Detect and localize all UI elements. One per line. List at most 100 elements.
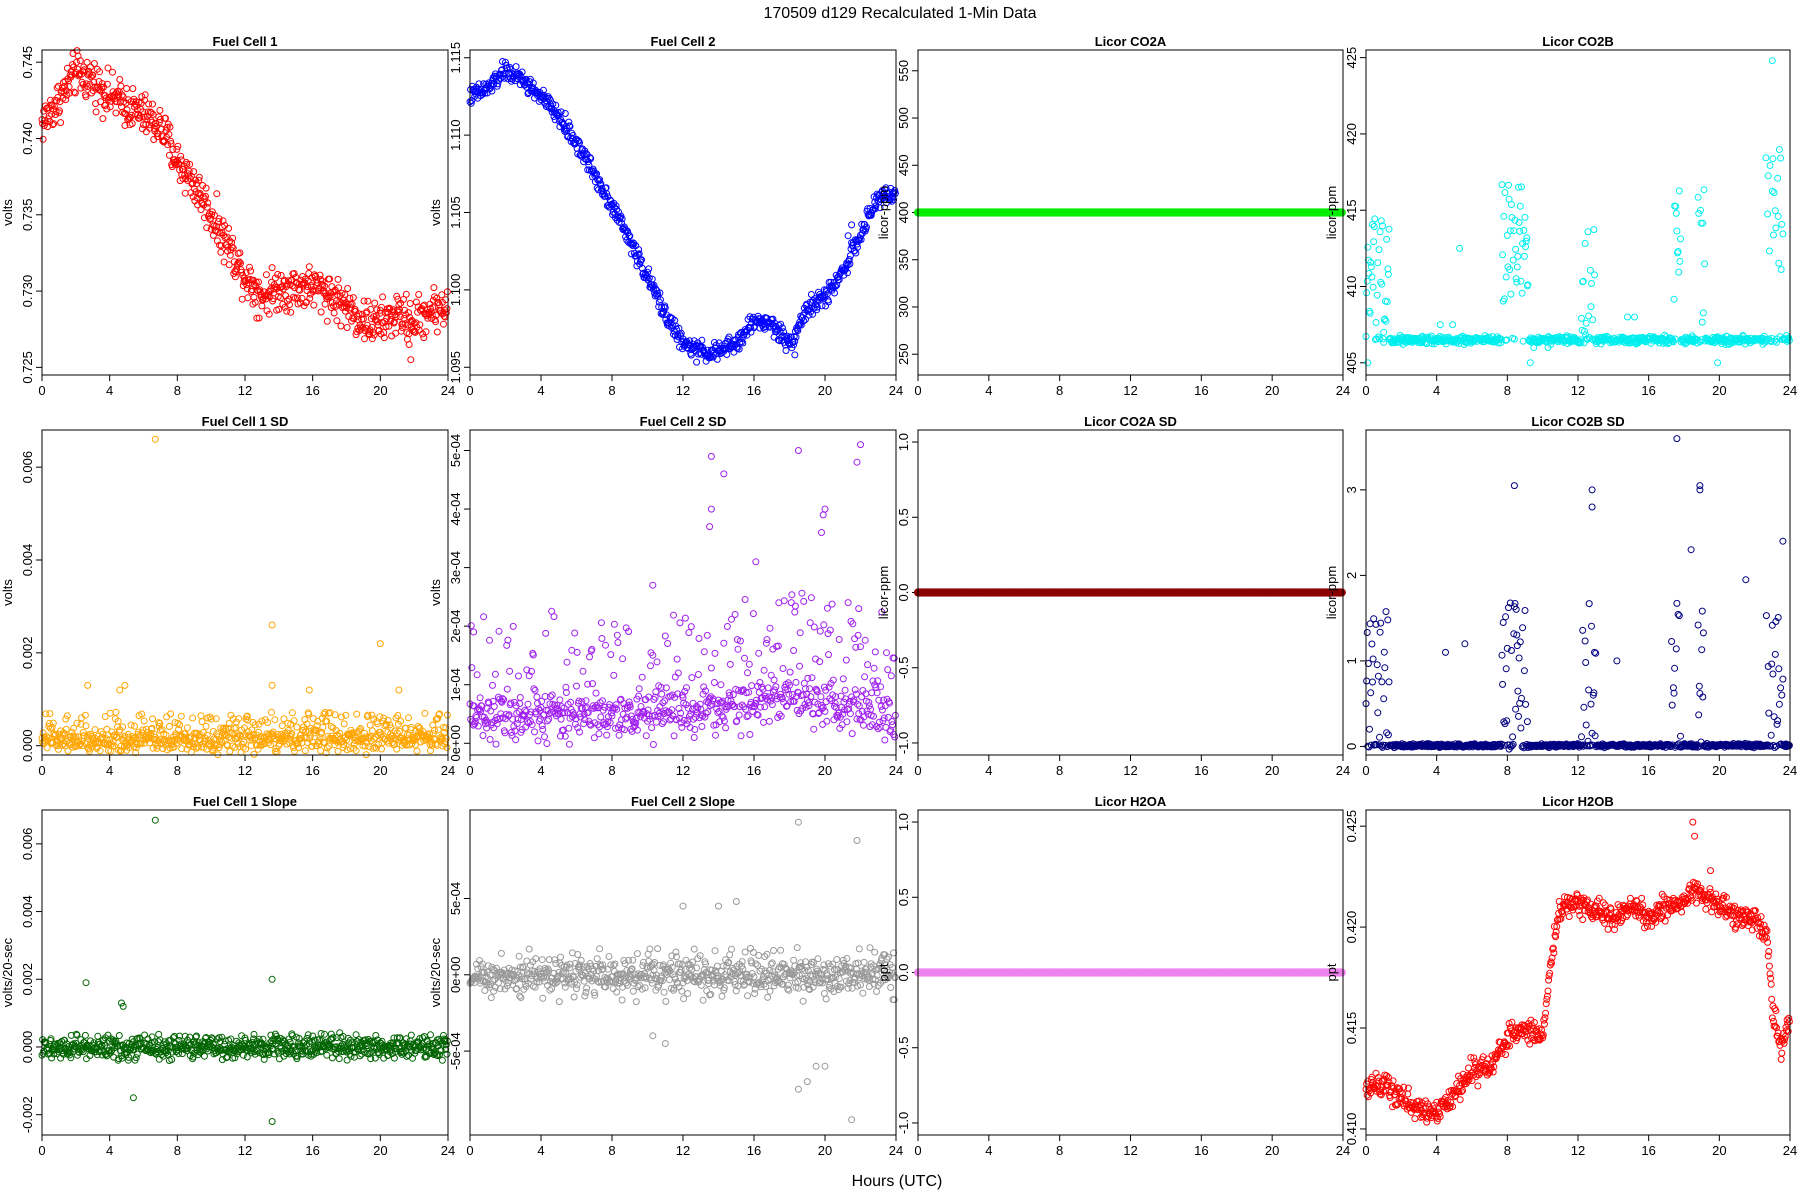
data-point bbox=[197, 712, 205, 720]
data-point bbox=[1370, 615, 1378, 623]
data-point bbox=[511, 77, 519, 85]
data-point bbox=[725, 333, 733, 341]
data-point bbox=[85, 67, 93, 75]
data-point bbox=[518, 68, 526, 76]
data-point bbox=[842, 656, 850, 664]
data-point bbox=[749, 610, 757, 618]
data-point bbox=[195, 176, 203, 184]
data-point bbox=[690, 337, 698, 345]
data-point bbox=[1672, 209, 1680, 217]
data-point bbox=[215, 215, 223, 223]
x-tick-label: 4 bbox=[106, 383, 113, 398]
data-point bbox=[706, 523, 714, 531]
data-point bbox=[42, 119, 50, 127]
data-points bbox=[38, 47, 451, 364]
data-point bbox=[91, 726, 99, 734]
data-point bbox=[673, 655, 681, 663]
y-tick-label: 1.115 bbox=[448, 42, 463, 74]
data-point bbox=[326, 275, 334, 283]
data-point bbox=[89, 71, 97, 79]
data-point bbox=[486, 636, 493, 644]
x-tick-label: 24 bbox=[441, 383, 455, 398]
data-point bbox=[1368, 640, 1376, 648]
data-point bbox=[92, 108, 100, 116]
data-point bbox=[634, 250, 642, 258]
panel-title: Fuel Cell 1 SD bbox=[202, 414, 289, 429]
data-point bbox=[298, 294, 306, 302]
x-tick-label: 8 bbox=[1504, 763, 1511, 778]
data-point bbox=[615, 731, 623, 739]
data-point bbox=[1579, 626, 1587, 634]
y-axis-label: volts bbox=[428, 199, 443, 226]
data-point bbox=[427, 308, 435, 316]
data-point bbox=[1770, 231, 1777, 239]
data-point bbox=[596, 176, 604, 184]
data-point bbox=[395, 301, 403, 309]
data-point bbox=[512, 63, 520, 71]
data-point bbox=[1502, 613, 1510, 621]
data-point bbox=[243, 281, 251, 289]
data-point bbox=[635, 246, 643, 254]
data-point bbox=[132, 98, 140, 106]
y-tick-label: 3 bbox=[1344, 486, 1359, 493]
x-axis-label: Hours (UTC) bbox=[852, 1173, 943, 1190]
data-point bbox=[816, 627, 824, 635]
data-point bbox=[670, 611, 677, 619]
data-point bbox=[109, 68, 116, 76]
data-point bbox=[598, 635, 606, 642]
data-point bbox=[770, 676, 778, 684]
data-point bbox=[1587, 700, 1595, 708]
y-tick-label: 0 bbox=[1344, 743, 1359, 750]
data-point bbox=[70, 88, 78, 96]
data-point bbox=[189, 714, 197, 722]
data-point bbox=[713, 355, 721, 363]
data-point bbox=[853, 458, 861, 466]
data-point bbox=[219, 217, 227, 225]
x-tick-label: 0 bbox=[1362, 763, 1369, 778]
data-point bbox=[142, 121, 150, 128]
data-point bbox=[305, 263, 313, 271]
data-point bbox=[291, 747, 299, 755]
data-point bbox=[296, 286, 304, 294]
data-point bbox=[531, 686, 539, 694]
data-point bbox=[782, 347, 790, 354]
data-point bbox=[614, 639, 622, 646]
y-tick-label: 0.000 bbox=[20, 729, 35, 762]
data-point bbox=[820, 621, 828, 629]
data-point bbox=[250, 293, 258, 301]
data-point bbox=[433, 328, 441, 336]
data-point bbox=[790, 341, 798, 349]
data-point bbox=[619, 655, 627, 663]
data-point bbox=[539, 726, 547, 733]
data-point bbox=[397, 327, 405, 335]
data-point bbox=[1590, 226, 1598, 234]
data-point bbox=[881, 736, 889, 744]
data-point bbox=[165, 130, 173, 138]
data-point bbox=[352, 331, 360, 339]
data-point bbox=[648, 275, 656, 283]
data-point bbox=[489, 74, 497, 82]
data-point bbox=[115, 92, 123, 100]
data-point bbox=[376, 640, 384, 648]
data-point bbox=[710, 679, 718, 686]
data-point bbox=[853, 240, 861, 248]
data-point bbox=[871, 205, 879, 213]
data-point bbox=[128, 120, 136, 128]
data-point bbox=[183, 160, 191, 168]
data-point bbox=[231, 273, 239, 281]
data-point bbox=[1449, 321, 1457, 329]
data-point bbox=[274, 270, 282, 278]
data-point bbox=[405, 309, 412, 317]
x-tick-label: 0 bbox=[914, 763, 921, 778]
data-point bbox=[1769, 155, 1777, 163]
data-point bbox=[1380, 338, 1388, 346]
data-point bbox=[39, 135, 47, 143]
data-point bbox=[558, 119, 566, 127]
data-point bbox=[741, 654, 748, 662]
data-point bbox=[422, 328, 430, 336]
data-point bbox=[73, 719, 81, 727]
data-point bbox=[645, 274, 653, 282]
data-point bbox=[317, 308, 325, 316]
